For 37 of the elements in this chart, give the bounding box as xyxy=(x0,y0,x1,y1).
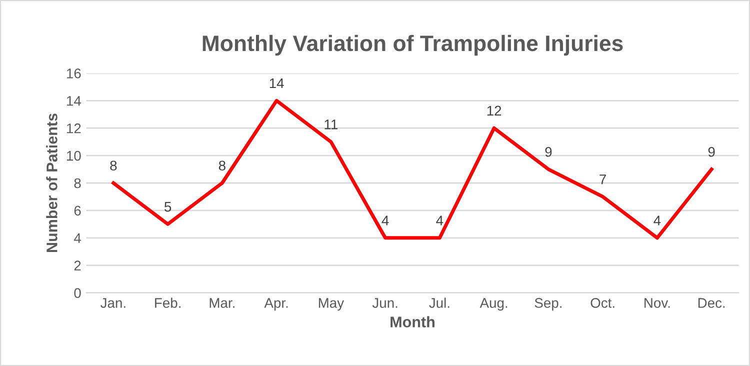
x-tick-label: Aug. xyxy=(480,298,508,311)
data-label: 11 xyxy=(324,120,338,130)
x-tick-label: Oct. xyxy=(590,298,614,308)
data-label: 8 xyxy=(218,160,226,171)
data-label: 4 xyxy=(436,216,444,226)
data-label: 8 xyxy=(110,160,117,171)
x-tick-label: Jul. xyxy=(429,298,450,308)
y-tick-label: 14 xyxy=(67,96,81,106)
data-label: 4 xyxy=(654,216,661,226)
y-axis-title: Number of Patients xyxy=(46,114,58,252)
data-label: 12 xyxy=(487,106,502,116)
y-tick-label: 6 xyxy=(74,206,81,216)
y-tick-label: 12 xyxy=(67,123,81,134)
x-tick-label: Nov. xyxy=(644,298,670,308)
data-label: 9 xyxy=(545,146,552,157)
y-tick-label: 8 xyxy=(74,178,81,188)
data-label: 5 xyxy=(164,202,172,212)
x-tick-label: Apr. xyxy=(264,298,288,311)
line-series xyxy=(112,98,714,240)
x-tick-label: Feb. xyxy=(155,298,180,308)
y-tick-label: 10 xyxy=(67,150,81,161)
y-tick-label: 2 xyxy=(74,260,81,270)
x-tick-label: Sep. xyxy=(534,298,562,311)
y-tick-label: 0 xyxy=(74,288,81,298)
data-label: 9 xyxy=(708,146,715,157)
x-tick-label: May xyxy=(318,298,344,311)
x-tick-label: Jan. xyxy=(100,298,126,308)
data-label: 7 xyxy=(600,174,606,184)
data-label: 14 xyxy=(270,78,284,88)
y-tick-label: 4 xyxy=(74,233,81,243)
data-label: 4 xyxy=(382,216,389,226)
chart-title: Monthly Variation of Trampoline Injuries xyxy=(202,34,623,56)
x-tick-label: Mar. xyxy=(210,298,234,308)
x-tick-label: Dec. xyxy=(698,298,725,308)
x-tick-label: Jun. xyxy=(372,298,398,308)
y-tick-label: 16 xyxy=(67,68,81,78)
x-axis-title: Month xyxy=(390,316,434,328)
